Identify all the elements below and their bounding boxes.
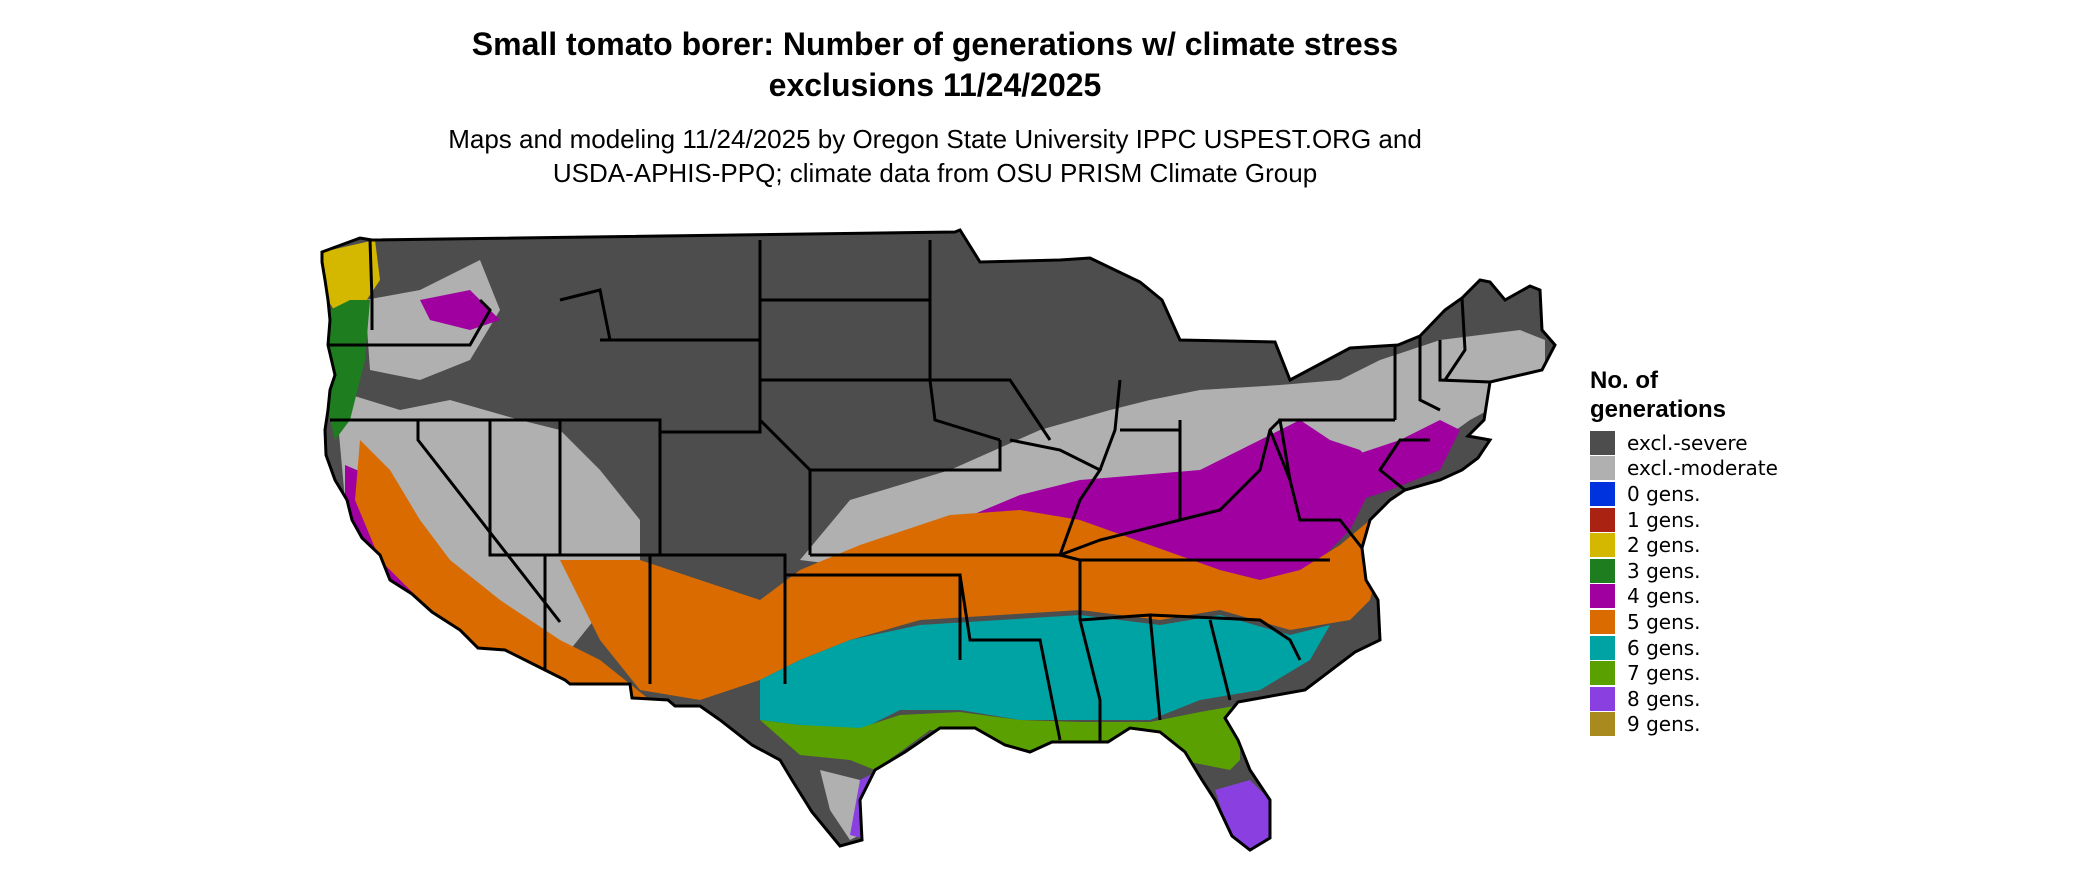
legend-label: 4 gens. — [1627, 584, 1701, 609]
legend-label: 0 gens. — [1627, 481, 1701, 506]
subtitle-line-2: USDA-APHIS-PPQ; climate data from OSU PR… — [552, 158, 1318, 188]
legend-swatch — [1590, 661, 1615, 686]
legend-label: 7 gens. — [1627, 661, 1701, 686]
legend-item: 1 gens. — [1590, 507, 1780, 533]
legend-swatch — [1590, 609, 1615, 634]
legend-label: excl.-moderate — [1627, 456, 1778, 481]
legend-item: 6 gens. — [1590, 635, 1780, 661]
legend-label: 9 gens. — [1627, 712, 1701, 737]
legend-item: 9 gens. — [1590, 712, 1780, 738]
zone-5-gens — [760, 510, 1380, 680]
title-line-1: Small tomato borer: Number of generation… — [471, 26, 1399, 62]
legend-items: excl.-severe excl.-moderate 0 gens. 1 gens.… — [1590, 430, 1780, 737]
legend-swatch — [1590, 584, 1615, 609]
legend-item: 3 gens. — [1590, 558, 1780, 584]
legend-item: 2 gens. — [1590, 532, 1780, 558]
legend-item: 8 gens. — [1590, 686, 1780, 712]
legend-label: 1 gens. — [1627, 507, 1701, 532]
legend-label: 5 gens. — [1627, 609, 1701, 634]
legend-label: 2 gens. — [1627, 533, 1701, 558]
legend-item: 4 gens. — [1590, 584, 1780, 610]
legend-swatch — [1590, 712, 1615, 737]
legend: No. of generations excl.-severe excl.-mod… — [1590, 366, 1780, 737]
legend-label: 8 gens. — [1627, 686, 1701, 711]
state-boundaries — [320, 228, 1557, 852]
generation-zones — [322, 230, 1555, 850]
legend-item: 5 gens. — [1590, 609, 1780, 635]
legend-item: 7 gens. — [1590, 660, 1780, 686]
zone-8-gens-florida — [1215, 780, 1270, 850]
legend-title-line-1: No. of — [1590, 367, 1658, 394]
zone-excl-moderate-west — [335, 390, 640, 660]
subtitle-line-1: Maps and modeling 11/24/2025 by Oregon S… — [448, 124, 1422, 154]
title-line-2: exclusions 11/24/2025 — [768, 67, 1102, 103]
legend-swatch — [1590, 686, 1615, 711]
legend-swatch — [1590, 635, 1615, 660]
legend-swatch — [1590, 558, 1615, 583]
legend-label: excl.-severe — [1627, 430, 1748, 455]
legend-swatch — [1590, 533, 1615, 558]
zone-3-gens — [328, 300, 370, 440]
map-subtitle: Maps and modeling 11/24/2025 by Oregon S… — [360, 122, 1510, 190]
legend-label: 3 gens. — [1627, 558, 1701, 583]
legend-swatch — [1590, 481, 1615, 506]
legend-item: excl.-severe — [1590, 430, 1780, 456]
legend-title: No. of generations — [1590, 366, 1780, 424]
legend-item: 0 gens. — [1590, 481, 1780, 507]
legend-title-line-2: generations — [1590, 396, 1727, 423]
zone-7-gens — [760, 705, 1240, 770]
zone-4-gens — [960, 420, 1380, 600]
legend-swatch — [1590, 507, 1615, 532]
legend-item: excl.-moderate — [1590, 456, 1780, 482]
legend-swatch — [1590, 430, 1615, 455]
legend-swatch — [1590, 456, 1615, 481]
zone-5-gens-arizona — [560, 560, 760, 700]
map-title: Small tomato borer: Number of generation… — [400, 24, 1470, 106]
legend-label: 6 gens. — [1627, 635, 1701, 660]
